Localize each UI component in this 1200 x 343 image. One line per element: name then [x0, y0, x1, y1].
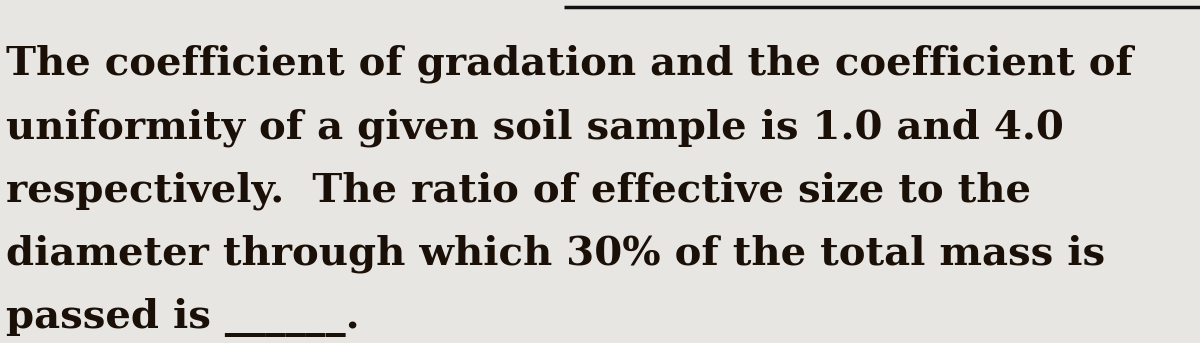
Text: uniformity of a given soil sample is 1.0 and 4.0: uniformity of a given soil sample is 1.0… [6, 108, 1064, 146]
Text: respectively.  The ratio of effective size to the: respectively. The ratio of effective siz… [6, 172, 1031, 210]
Text: passed is ______.: passed is ______. [6, 298, 360, 338]
Text: The coefficient of gradation and the coefficient of: The coefficient of gradation and the coe… [6, 45, 1133, 83]
Text: diameter through which 30% of the total mass is: diameter through which 30% of the total … [6, 235, 1105, 273]
